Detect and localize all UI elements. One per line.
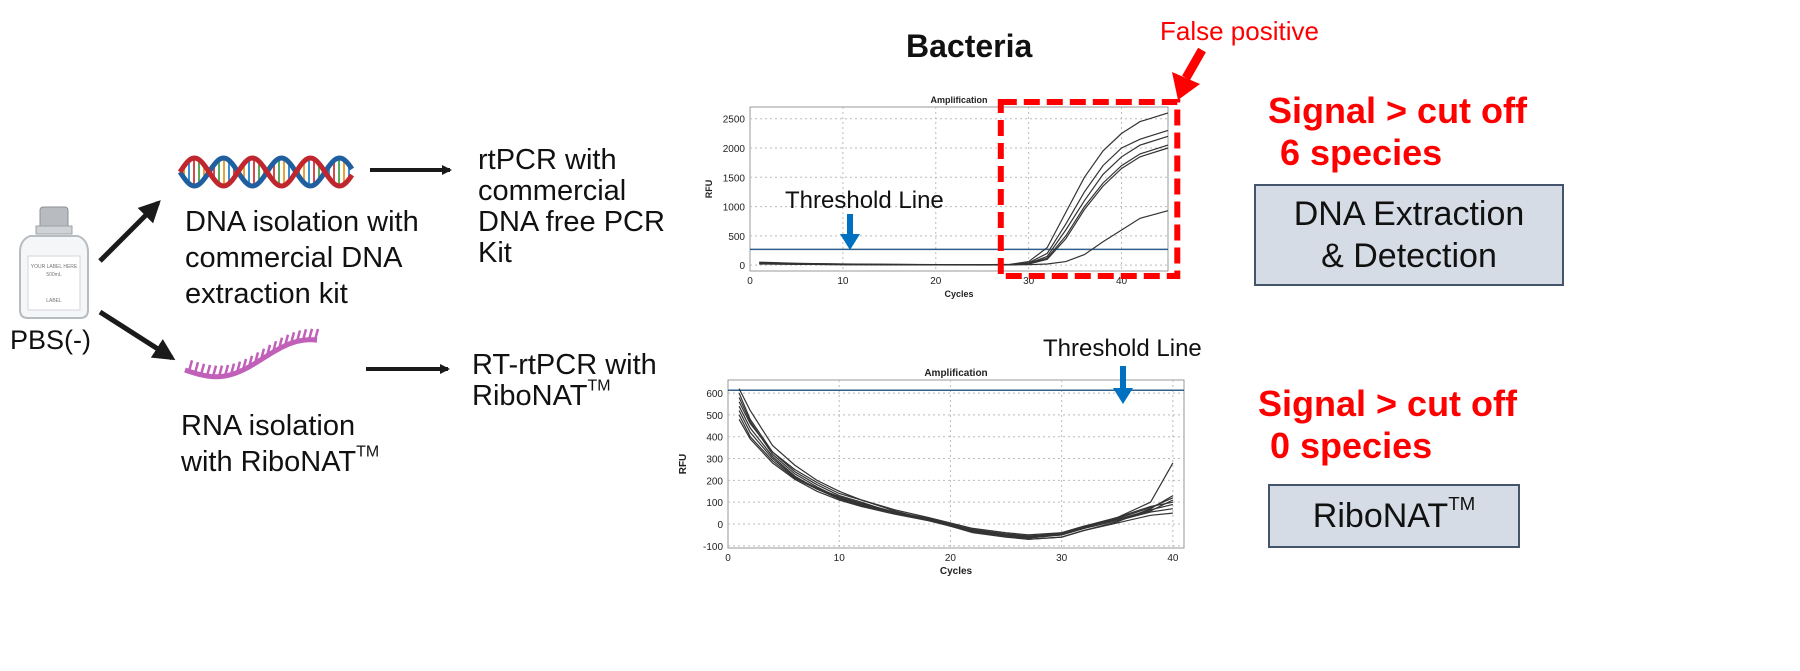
bottle-label-line3: LABEL	[46, 298, 62, 304]
threshold-label: Threshold Line	[1043, 335, 1202, 362]
false-positive-pointer-icon	[1172, 48, 1206, 100]
flow-diagram: YOUR LABEL HERE 500mL LABEL	[19, 155, 452, 380]
x-tick-label: 40	[1116, 276, 1128, 287]
bottle-label-line2: 500mL	[46, 272, 62, 278]
threshold-label: Threshold Line	[785, 187, 944, 214]
top-result-text: Signal > cut off 6 species	[1268, 90, 1528, 173]
amplification-chart-ribonat: 0 10 20 30 40-1000100200300400500600Amplific…	[678, 335, 1202, 577]
x-tick-label: 20	[930, 276, 942, 287]
x-tick-label: 0	[725, 553, 731, 564]
y-tick-label: 600	[706, 389, 723, 400]
y-tick-label: 1000	[723, 203, 746, 214]
section-title: Bacteria	[906, 28, 1033, 64]
y-tick-label: 0	[717, 520, 723, 531]
series-line	[738, 414, 1174, 538]
bottle-label-line1: YOUR LABEL HERE	[31, 264, 78, 270]
threshold-pointer-icon	[1120, 366, 1126, 390]
bottle-icon: YOUR LABEL HERE 500mL LABEL	[19, 206, 89, 319]
chart-title: Amplification	[924, 368, 987, 379]
x-tick-label: 20	[945, 553, 957, 564]
y-tick-label: 500	[706, 411, 723, 422]
x-tick-label: 30	[1023, 276, 1035, 287]
x-tick-label: 10	[837, 276, 849, 287]
x-tick-label: 30	[1056, 553, 1068, 564]
false-positive-region	[997, 99, 1181, 279]
rna-backbone	[184, 337, 318, 380]
amplification-chart-dna: 0 10 20 30 40 0 500 1000 1500 2000 2500 Amplificati…	[704, 90, 1190, 299]
chart-title: Amplification	[930, 95, 987, 105]
y-tick-label: 200	[706, 476, 723, 487]
sample-label: PBS(-)	[10, 325, 91, 355]
dna-extraction-box: DNA Extraction & Detection	[1254, 184, 1564, 286]
dna-isolation-text: DNA isolation with commercial DNA extrac…	[185, 206, 419, 310]
x-axis-label: Cycles	[944, 289, 973, 299]
ribonat-box: RiboNATTM	[1268, 484, 1520, 548]
x-tick-label: 40	[1167, 553, 1179, 564]
rna-pcr-text: RT-rtPCR with RiboNATTM	[472, 349, 657, 412]
dna-helix-icon	[177, 155, 355, 189]
y-tick-label: 0	[739, 261, 745, 272]
rna-strand-icon	[184, 328, 320, 380]
dna-strand	[177, 155, 355, 189]
x-tick-label: 10	[834, 553, 846, 564]
arrow-to-rna	[98, 309, 176, 361]
y-axis-label: RFU	[704, 180, 714, 199]
threshold-pointer-icon-head	[840, 234, 860, 250]
y-tick-label: -100	[703, 542, 723, 553]
y-axis-label: RFU	[678, 454, 689, 475]
threshold-pointer-icon	[847, 214, 853, 236]
y-tick-label: 2500	[723, 115, 746, 126]
y-tick-label: 1500	[723, 173, 746, 184]
x-tick-label: 0	[747, 276, 753, 287]
series-line	[738, 401, 1174, 536]
threshold-pointer-icon-head	[1113, 388, 1133, 404]
series-line	[738, 419, 1173, 540]
y-tick-label: 300	[706, 455, 723, 466]
y-tick-label: 2000	[723, 144, 746, 155]
rna-isolation-text: RNA isolation with RiboNATTM	[181, 410, 380, 478]
series-line	[759, 210, 1169, 266]
arrow-to-dna	[98, 200, 161, 263]
y-tick-label: 100	[706, 498, 723, 509]
false-positive-label: False positive	[1160, 16, 1319, 46]
y-tick-label: 400	[706, 433, 723, 444]
x-axis-label: Cycles	[940, 566, 973, 577]
y-tick-label: 500	[728, 232, 745, 243]
dna-pcr-text: rtPCR with commercial DNA free PCR Kit	[478, 144, 665, 269]
bottom-result-text: Signal > cut off 0 species	[1258, 383, 1518, 466]
